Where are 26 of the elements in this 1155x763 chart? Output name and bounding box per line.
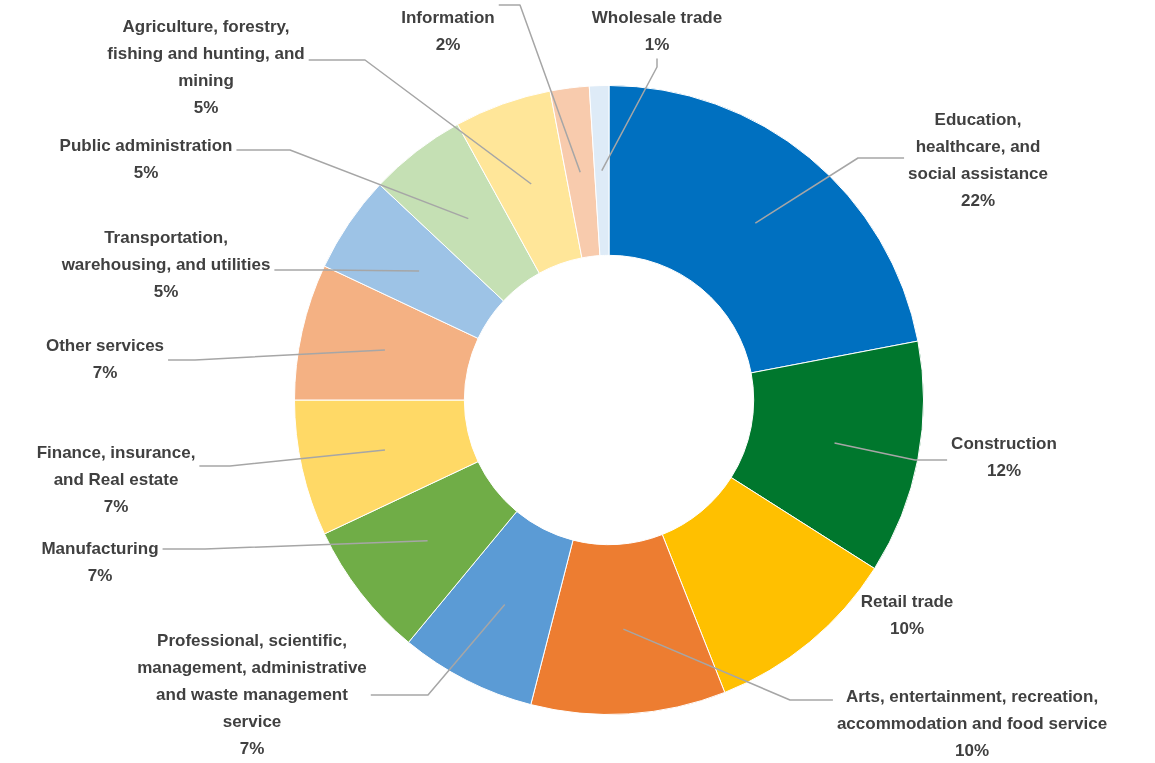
slice-label: Manufacturing [41, 538, 159, 558]
slice-label: Agriculture, forestry, fishing and hunting, and mining [107, 16, 305, 90]
data-label: 1% [644, 34, 670, 54]
slice-label: Arts, entertainment, recreation, accommodation and food service [836, 686, 1108, 733]
slice-label: Other services [45, 335, 165, 355]
slice-label: Education, healthcare, and social assistance [908, 109, 1048, 183]
data-label: 22% [960, 190, 996, 210]
data-label: 7% [103, 496, 129, 516]
data-label: 5% [133, 162, 159, 182]
slice-label: Retail trade [860, 591, 954, 611]
slice-label: Wholesale trade [591, 7, 723, 27]
slice-label: Transportation, warehousing, and utilities [60, 227, 271, 274]
data-label: 5% [153, 281, 179, 301]
slice-label: Professional, scientific, management, administrative and waste management service [137, 630, 367, 731]
slice-label: Information [401, 7, 495, 27]
data-label: 2% [435, 34, 461, 54]
data-label: 7% [239, 738, 265, 758]
data-label: 7% [92, 362, 118, 382]
slice-label: Finance, insurance, and Real estate [36, 442, 196, 489]
data-label: 7% [87, 565, 113, 585]
data-label: 10% [954, 740, 990, 760]
data-label: 10% [889, 618, 925, 638]
data-label: 5% [193, 97, 219, 117]
slice-label: Construction [951, 433, 1057, 453]
data-label: 12% [986, 460, 1022, 480]
slice-label: Public administration [59, 135, 233, 155]
